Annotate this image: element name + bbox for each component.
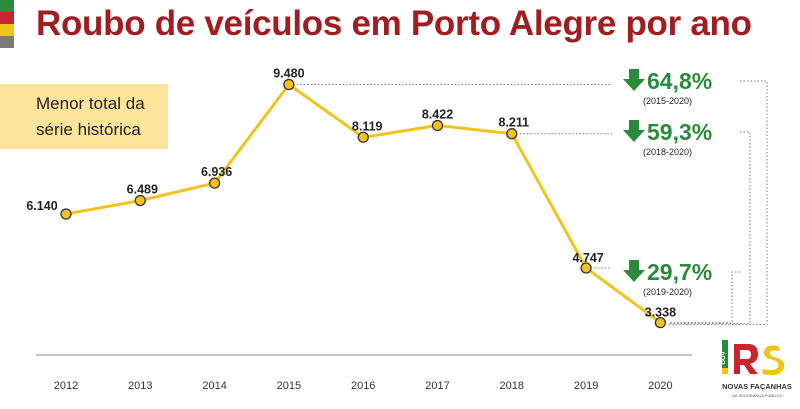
data-point-2016 [357,131,369,143]
lowest-total-callout: Menor total da série histórica [0,84,168,149]
data-point-2017 [431,119,444,132]
x-tick-2018: 2018 [500,380,524,392]
page-title: Roubo de veículos em Porto Alegre por an… [36,4,752,43]
data-point-2012 [60,208,72,220]
value-label-2016: 8.119 [352,119,383,133]
variation-pct: 29,7% [647,259,713,285]
connector-1 [519,131,751,325]
variation-period: (2015-2020) [643,96,693,106]
value-label-2012: 6.140 [26,199,57,213]
flag-stripe-yellow [0,24,14,36]
variation-period: (2018-2020) [643,147,693,157]
data-markers [60,78,667,329]
value-labels: 6.140 6.489 6.936 9.480 8.119 8.422 8.211 4.747… [26,67,676,320]
logo-main-text: NOVAS FAÇANHAS [722,382,792,391]
callout-line-2: série histórica [36,120,141,139]
x-tick-2014: 2014 [202,380,226,392]
data-point-2018 [506,128,518,140]
value-label-2020: 3.338 [645,306,676,320]
data-point-2014 [208,177,221,189]
down-arrow-icon [623,120,645,142]
x-tick-2020: 2020 [648,380,672,392]
data-point-2019 [580,262,592,274]
value-label-2015: 9.480 [273,67,304,81]
x-tick-labels: 2012 2013 2014 2015 2016 2017 2018 2019 2020 [54,380,673,392]
value-label-2014: 6.936 [201,165,232,179]
x-tick-2013: 2013 [128,380,152,392]
variation-pct: 59,3% [647,119,713,145]
flag-stripe-red [0,12,14,24]
connector-2 [594,267,740,324]
rs-government-logo: GOV NOVAS FAÇANHAS NA SEGURANÇA PÚBLICA [721,340,792,398]
x-tick-2012: 2012 [54,380,78,392]
variation-period: (2019-2020) [643,287,693,297]
data-point-2015 [283,78,295,91]
logo-gov-text: GOV [721,351,727,364]
x-tick-2016: 2016 [351,380,375,392]
data-point-2020 [654,316,667,329]
down-arrow-icon [623,260,645,282]
value-label-2019: 4.747 [572,251,603,265]
variation-2018-2020: 59,3% (2018-2020) [623,119,733,169]
data-point-2013 [134,194,146,207]
connector-0 [296,80,768,326]
x-tick-2019: 2019 [574,380,598,392]
x-tick-2015: 2015 [277,380,301,392]
variation-pct: 64,8% [647,68,713,94]
variation-connectors [296,80,768,326]
variation-2019-2020: 29,7% (2019-2020) [623,259,733,309]
value-label-2013: 6.489 [127,182,158,196]
value-label-2018: 8.211 [499,116,530,130]
x-tick-2017: 2017 [425,380,449,392]
callout-line-1: Menor total da [36,94,145,113]
variation-2015-2020: 64,8% (2015-2020) [623,68,733,118]
flag-stripe-green [0,0,14,12]
down-arrow-icon [623,69,645,91]
logo-sub-text: NA SEGURANÇA PÚBLICA [732,393,782,398]
value-label-2017: 8.422 [422,108,453,122]
flag-stripe-gray [0,36,14,48]
